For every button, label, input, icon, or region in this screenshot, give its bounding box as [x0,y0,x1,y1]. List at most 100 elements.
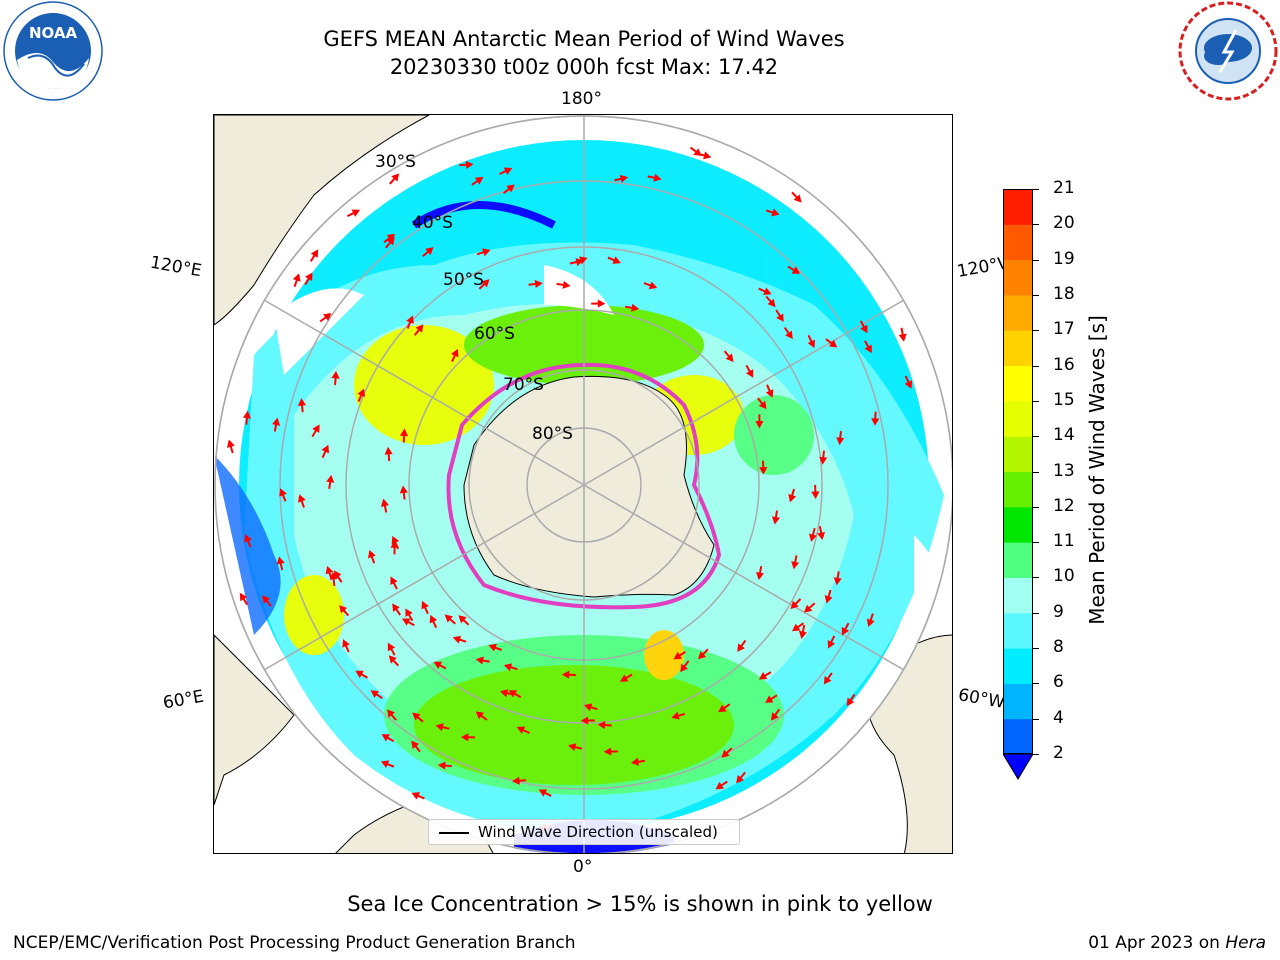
colorbar-tick-label: 13 [1053,460,1075,481]
colorbar-label: Mean Period of Wind Waves [s] [1085,315,1109,625]
wave-direction-arrowhead [904,380,913,389]
wave-direction-arrowhead [380,760,390,768]
wave-direction-arrowhead [475,656,484,665]
wave-direction-arrowhead [737,643,745,652]
wave-direction-arrowhead [381,734,391,742]
colorbar-tick-mark [1033,577,1039,579]
legend-label: Wind Wave Direction (unscaled) [478,823,718,841]
wave-direction-arrowhead [860,324,868,334]
wave-direction-arrowhead [226,439,235,448]
colorbar-tick-label: 21 [1053,178,1075,198]
wave-direction-arrowhead [482,248,491,257]
wave-direction-arrowhead [788,494,797,503]
wave-direction-arrowhead [351,209,361,217]
wave-direction-arrowhead [429,614,438,624]
wave-direction-arrowhead [538,789,548,797]
wave-direction-arrowhead [242,410,252,419]
lat-label-40: 40°S [412,213,453,233]
colorbar-segment [1003,294,1033,331]
wave-direction-arrowhead [297,398,307,406]
wave-direction-arrowhead [771,516,781,525]
colorbar-segment [1003,683,1033,720]
colorbar-tick-label: 20 [1053,213,1075,234]
footer-date-text: 01 Apr 2023 on [1088,933,1226,953]
wave-direction-arrowhead [631,303,640,312]
wave-direction-arrowhead [631,757,640,766]
wave-direction-arrowhead [323,313,332,321]
wave-direction-arrowhead [597,720,606,730]
footer-machine: Hera [1225,933,1266,953]
chart-title: GEFS MEAN Antarctic Mean Period of Wind … [323,27,845,51]
wave-direction-arrowhead [758,400,767,410]
wave-direction-arrowhead [575,258,584,267]
colorbar-tick-label: 12 [1053,495,1075,516]
colorbar-tick-mark [1033,330,1039,332]
chart-subtitle-run: 20230330 t00z 000h fcst Max: 17.42 [389,55,779,79]
wave-direction-arrowhead [759,467,768,475]
colorbar-segment [1003,259,1033,296]
wave-direction-arrowhead [355,670,364,678]
wave-direction-arrowhead [516,726,526,734]
wind-wave-arrows [226,146,913,831]
lon-label-top: 180° [561,89,602,109]
wave-direction-arrowhead [292,273,301,282]
colorbar-segment [1003,436,1033,472]
wave-direction-arrowhead [435,723,444,732]
wave-direction-arrowhead [817,532,826,541]
wave-direction-arrowhead [680,663,688,673]
wave-direction-arrowhead [833,577,842,586]
wave-direction-arrowhead [871,418,880,426]
colorbar-tick-label: 9 [1053,601,1064,622]
colorbar-tick-mark [1033,754,1039,755]
wave-direction-arrowhead [697,651,707,660]
wave-direction-arrowhead [460,733,469,742]
wave-direction-arrowhead [846,697,855,707]
lon-label-lower-left: 60°E [161,686,206,714]
wave-direction-arrowhead [437,761,446,770]
wave-direction-arrowhead [326,474,335,483]
wave-direction-arrowhead [357,388,365,398]
wave-direction-arrowhead [262,595,270,604]
wave-direction-arrowhead [785,330,793,340]
colorbar [1003,189,1033,780]
wave-direction-arrowhead [433,661,443,669]
wave-direction-arrowhead [811,491,820,500]
colorbar-tick-mark [1033,648,1039,650]
wave-direction-arrowhead [390,576,398,585]
wave-direction-arrowhead [425,247,434,256]
lon-label-upper-left: 120°E [148,252,204,282]
lat-label-70: 70°S [503,375,544,395]
colorbar-segment [1003,577,1033,614]
colorbar-tick-mark [1033,189,1039,190]
colorbar-tick-label: 14 [1053,425,1075,446]
wave-direction-arrowhead [693,148,702,157]
wave-direction-arrowhead [653,173,662,182]
wave-direction-arrowhead [619,174,629,183]
wave-direction-arrowhead [391,535,400,545]
wave-direction-arrowhead [864,344,872,354]
wave-direction-arrowhead [819,456,828,465]
wave-direction-arrowhead [648,281,658,290]
nws-logo [1178,1,1278,101]
colorbar-segment [1003,612,1033,649]
wave-direction-arrowhead [388,655,397,664]
polar-map [213,114,953,854]
wave-direction-arrowhead [765,695,774,703]
lat-label-30: 30°S [375,152,416,172]
wave-direction-arrowhead [763,287,772,295]
wave-direction-arrowhead [321,444,330,454]
wave-direction-arrowhead [791,266,801,274]
noaa-logo-text: NOAA [29,24,78,42]
wave-direction-arrowhead [499,689,509,698]
colorbar-tick-mark [1033,436,1039,438]
wave-direction-arrowhead [411,740,420,749]
colorbar-segment [1003,330,1033,367]
legend-line-icon [439,832,469,834]
wave-direction-arrowhead [387,642,396,652]
wave-direction-arrowhead [809,533,817,542]
lon-label-bottom: 0° [573,857,593,877]
wave-direction-arrowhead [584,703,593,712]
wave-direction-arrowhead [580,716,589,725]
wave-direction-arrowhead [673,651,682,660]
sea-ice-note: Sea Ice Concentration > 15% is shown in … [347,892,933,916]
